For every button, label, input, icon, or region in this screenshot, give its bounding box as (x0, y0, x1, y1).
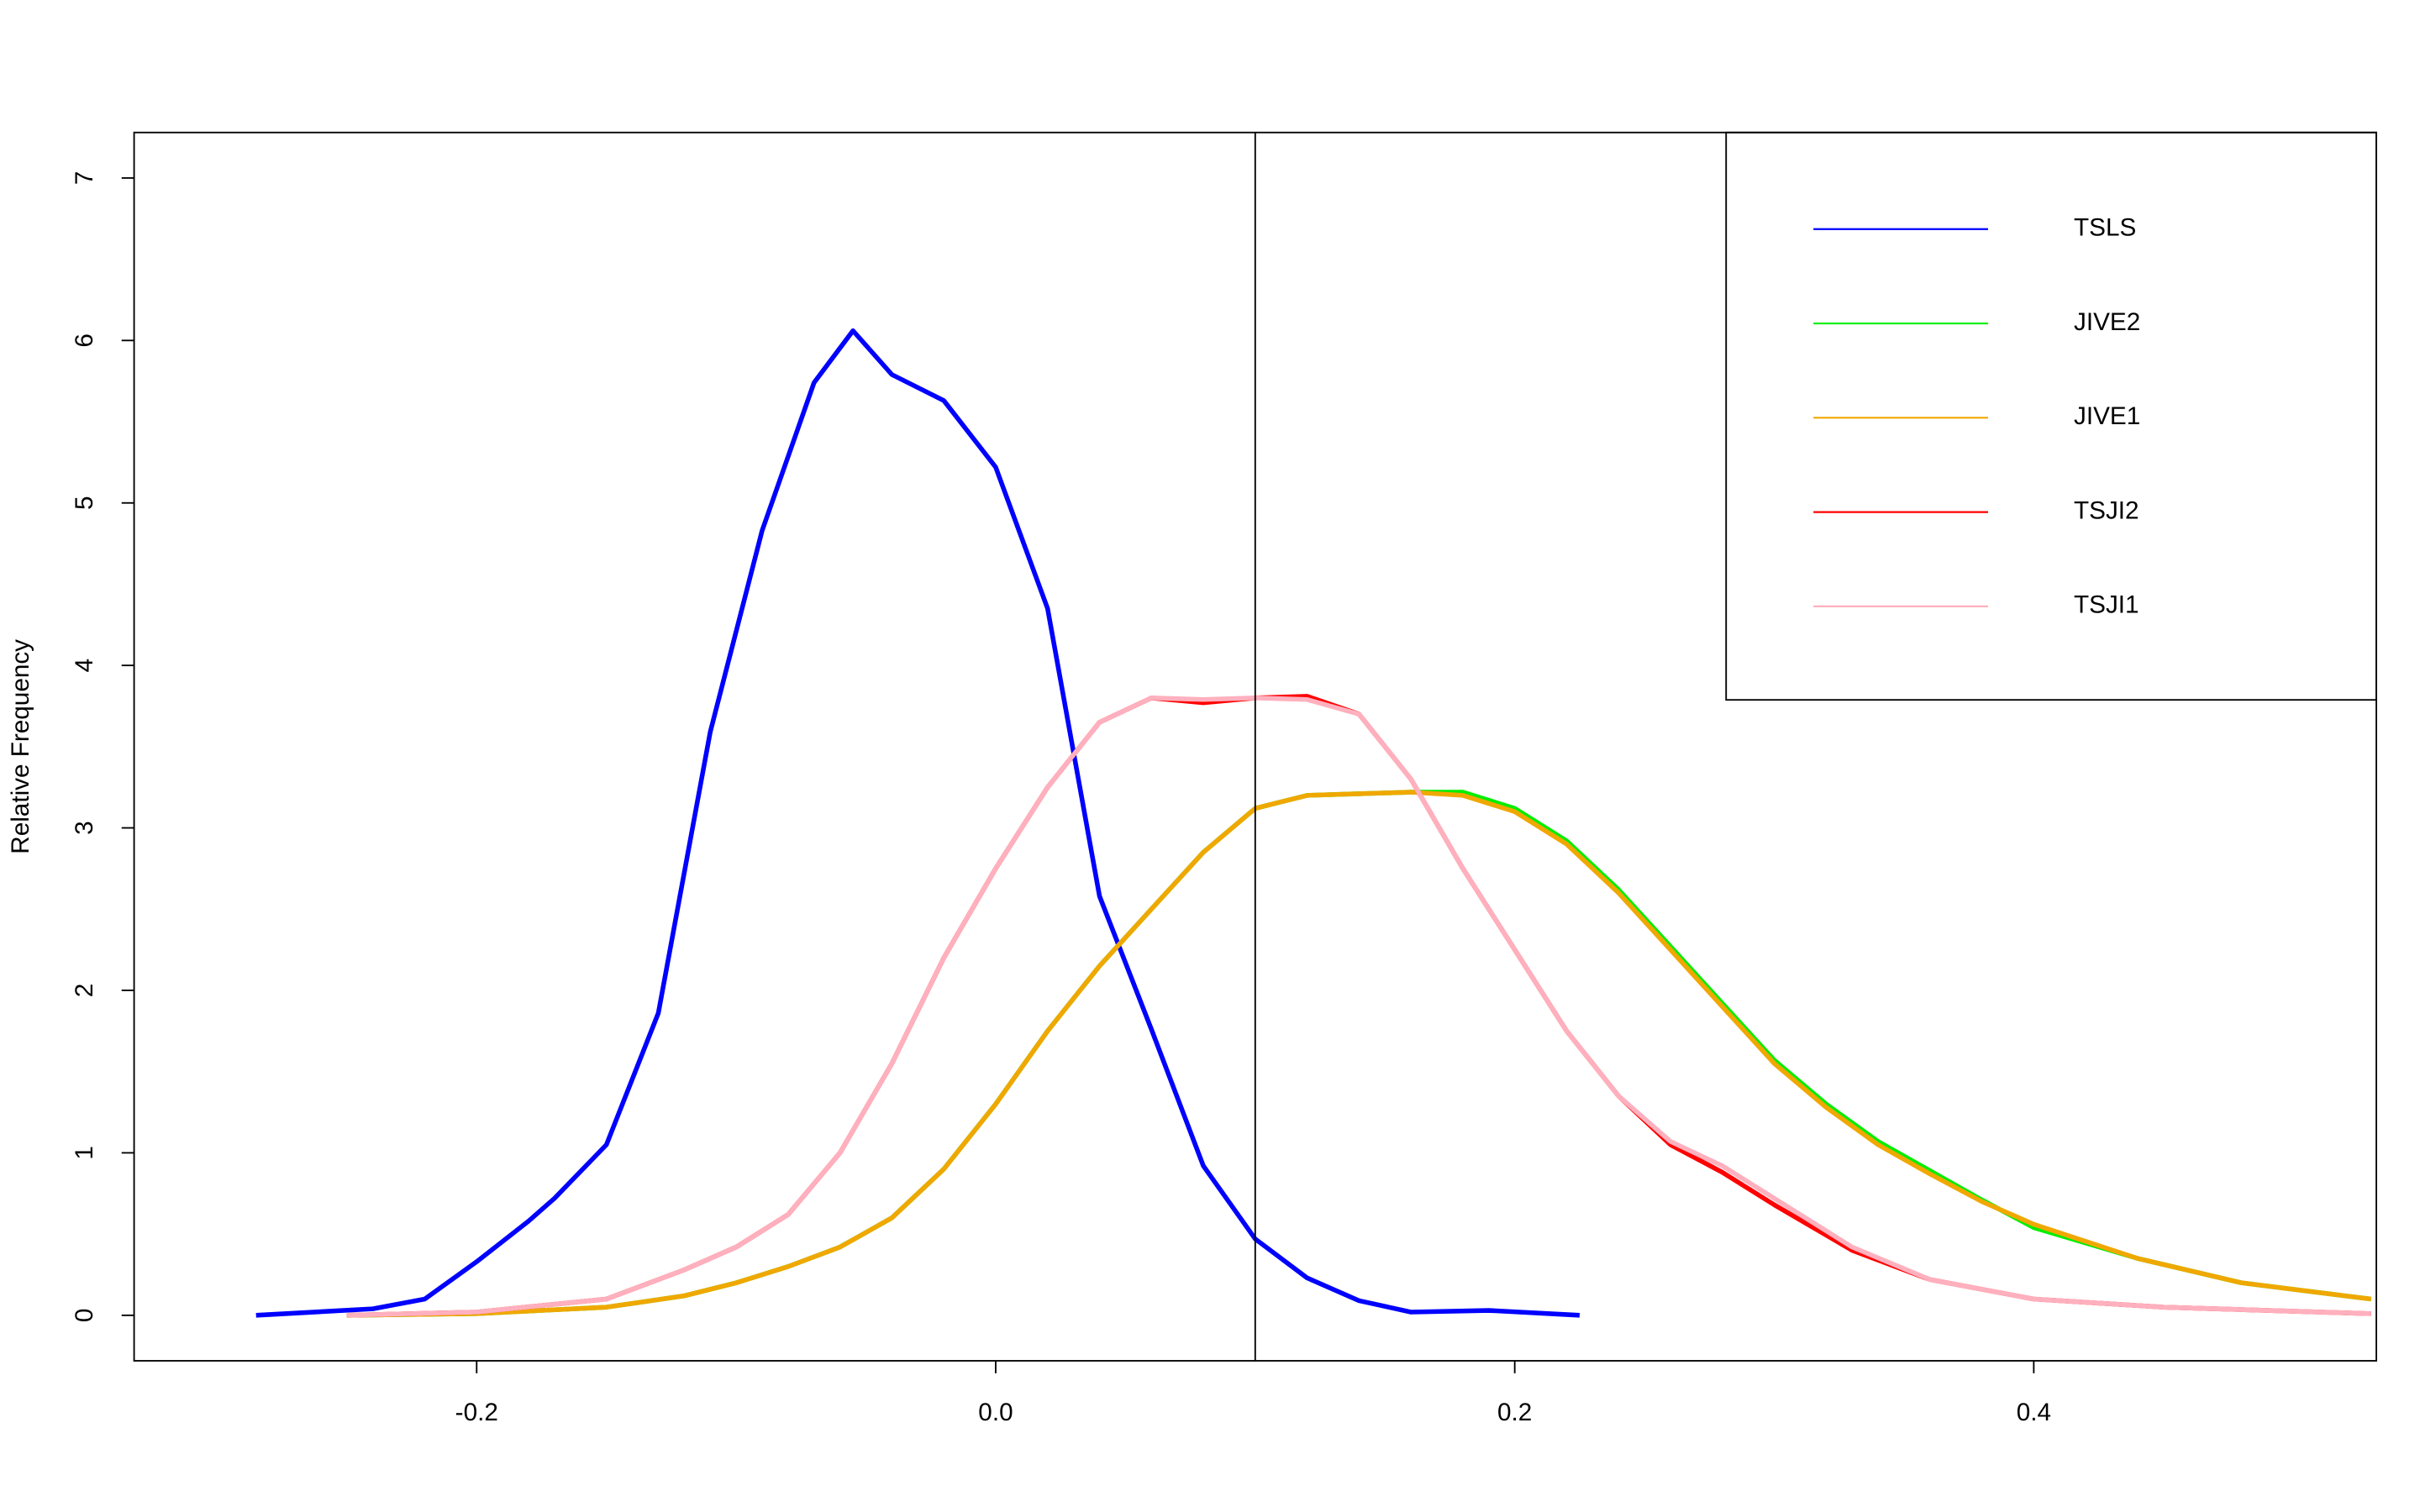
legend-label: TSJI2 (2074, 496, 2139, 524)
y-tick-label: 4 (71, 659, 98, 673)
y-axis-label: Relative Frequency (7, 639, 34, 854)
density-line (255, 328, 1581, 1318)
y-tick-label: 2 (71, 984, 98, 998)
legend-label: JIVE2 (2074, 308, 2140, 336)
legend-box (1725, 131, 2377, 701)
plot-frame (133, 131, 2377, 1362)
x-tick-label: 0.2 (1497, 1399, 1532, 1426)
x-tick-label: 0.4 (2017, 1399, 2051, 1426)
density-line (346, 696, 2371, 1318)
density-line (346, 694, 2371, 1318)
y-tick-label: 6 (71, 333, 98, 348)
y-tick-label: 1 (71, 1146, 98, 1160)
legend-label: JIVE1 (2074, 402, 2140, 430)
y-tick-label: 7 (71, 171, 98, 186)
y-tick-label: 0 (71, 1309, 98, 1323)
legend-label: TSJI1 (2074, 591, 2139, 619)
legend-label: TSLS (2074, 214, 2136, 242)
y-tick-label: 3 (71, 821, 98, 835)
density-line (346, 790, 2372, 1318)
x-tick-label: 0.0 (978, 1399, 1013, 1426)
y-tick-label: 5 (71, 496, 98, 510)
x-tick-label: -0.2 (455, 1399, 498, 1426)
